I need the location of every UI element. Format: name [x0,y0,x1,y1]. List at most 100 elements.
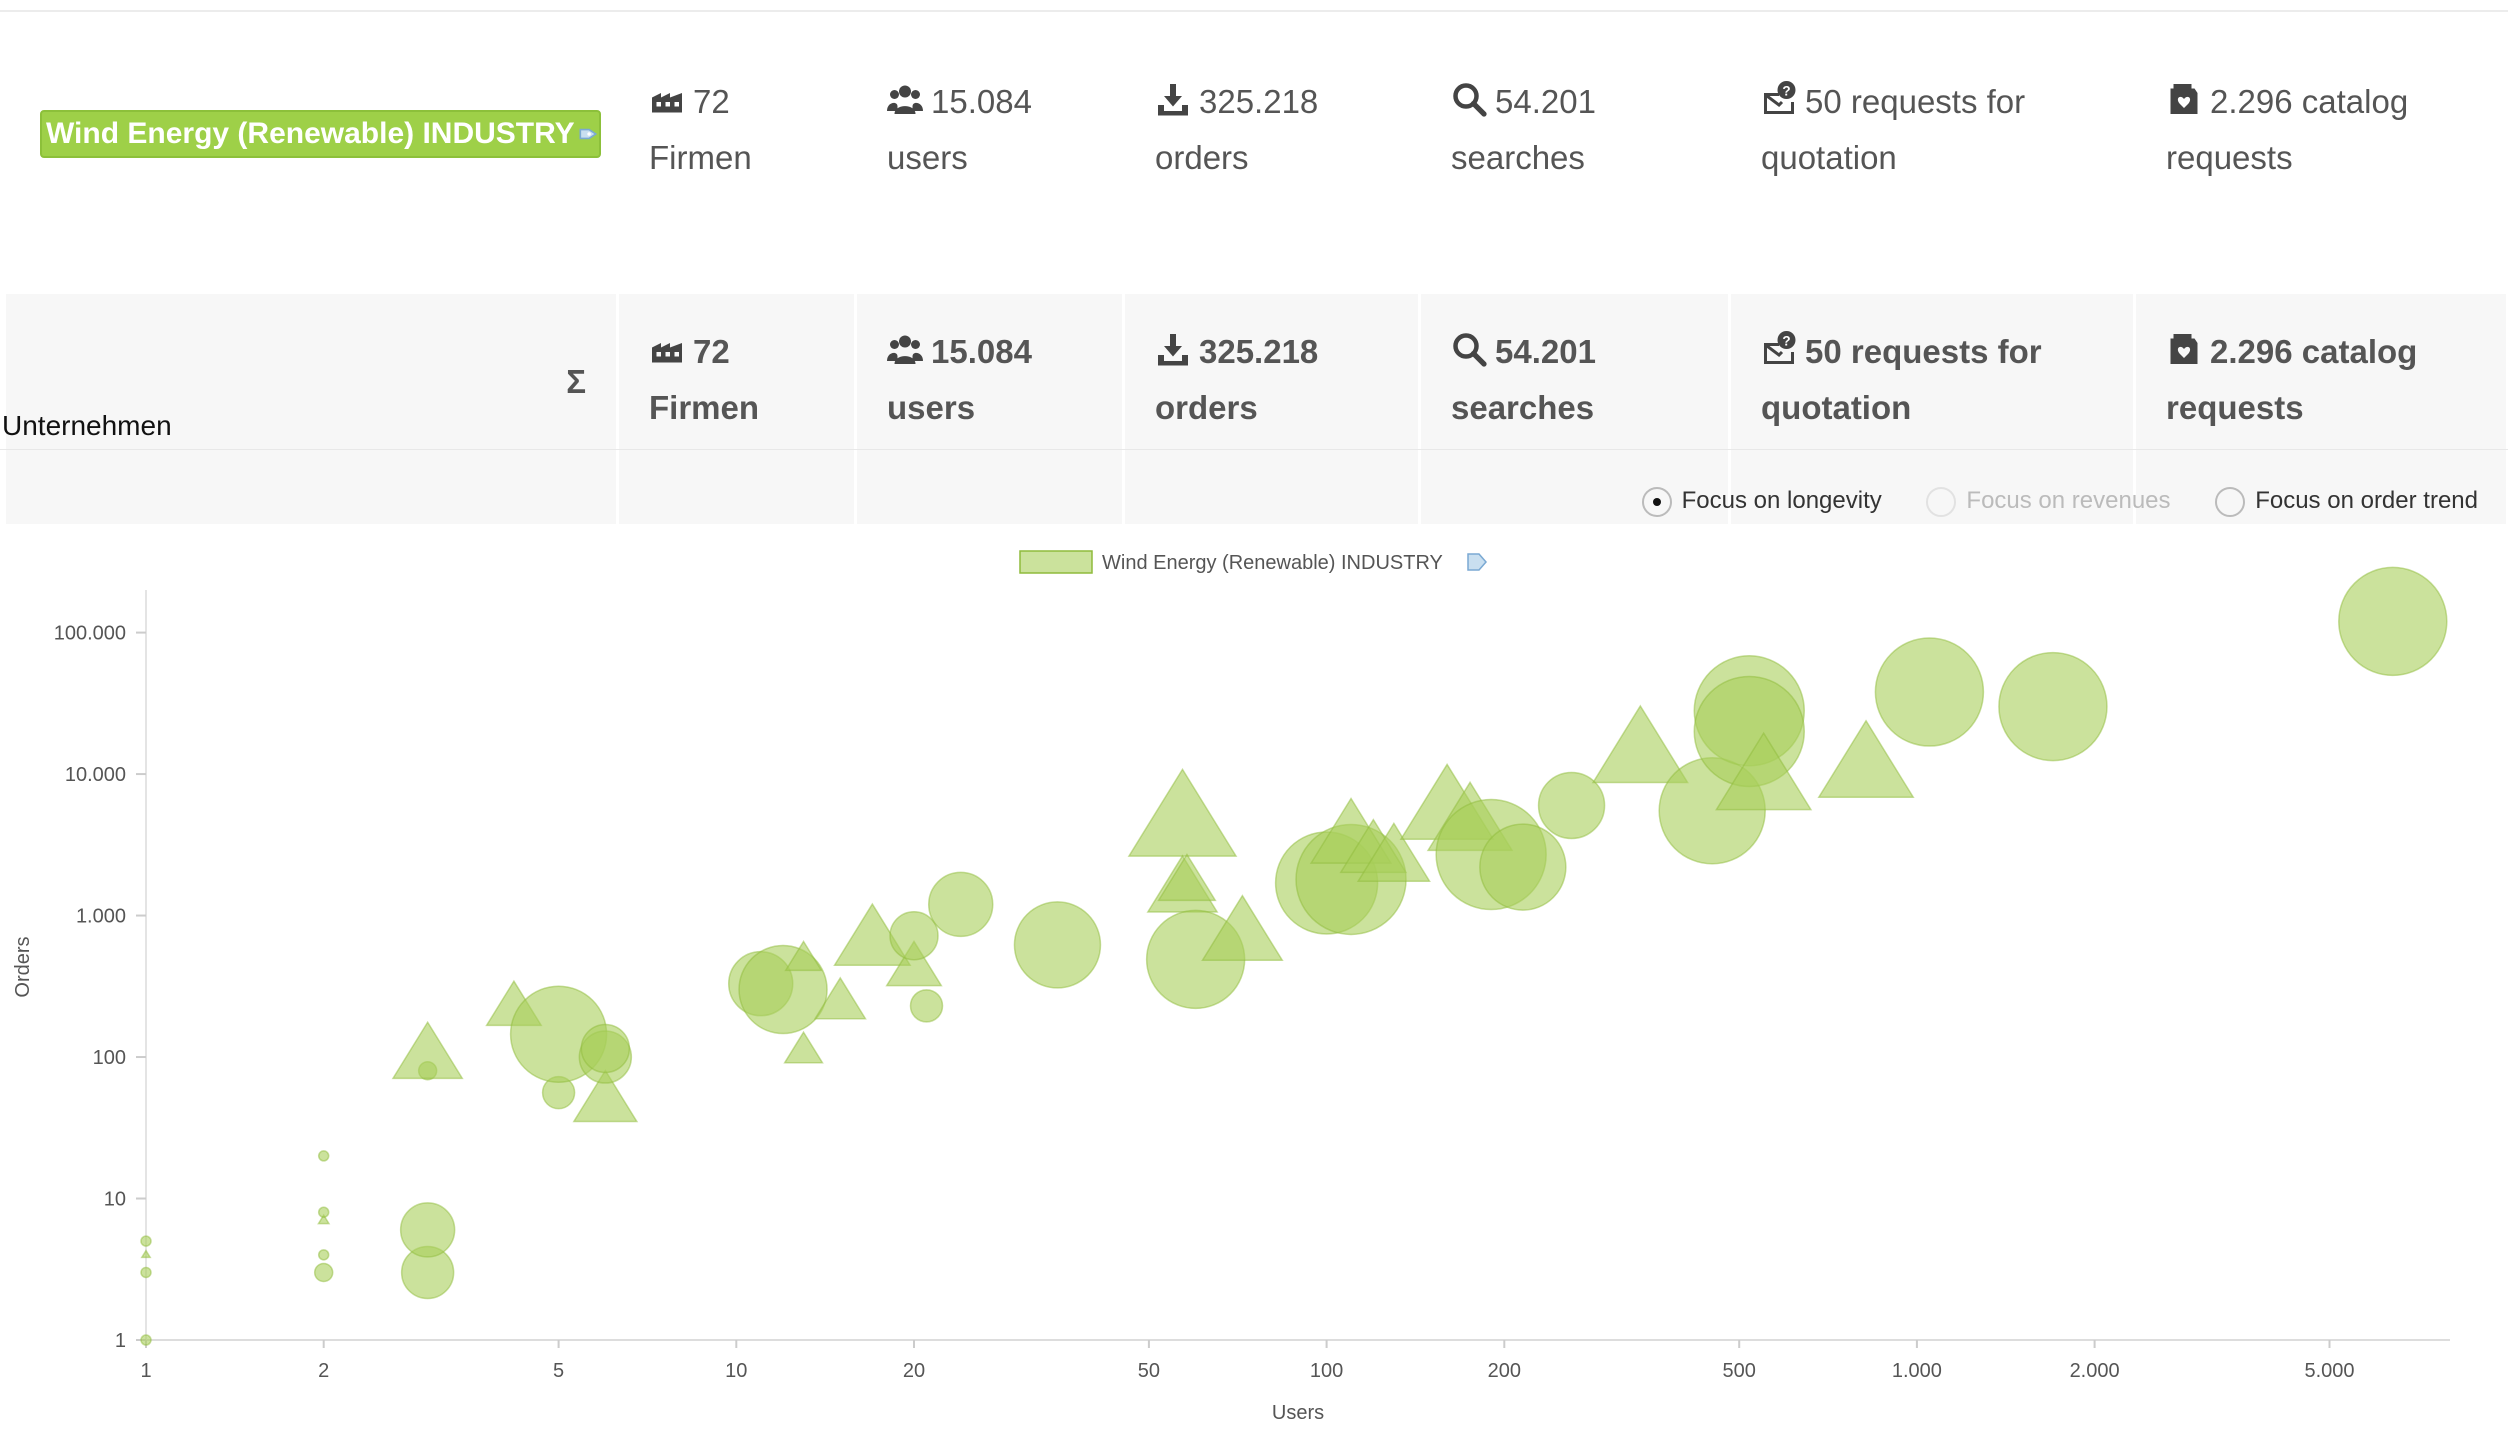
focus-order-trend-radio[interactable]: Focus on order trend [2215,487,2478,517]
total-value: 54.201 [1495,333,1596,370]
total-label: users [887,389,976,426]
total-value: 50 [1805,333,1842,370]
stat-label: users [887,139,968,176]
total-label: orders [1155,389,1258,426]
focus-options: Focus on longevity Focus on revenues Foc… [1604,487,2478,517]
total-value: 72 [693,333,730,370]
data-point-circle [313,1262,334,1283]
total-label: requests for quotation [1761,333,2042,426]
x-tick-label: 5 [553,1360,564,1382]
stat-users: 15.084 users [857,22,1122,294]
users-icon [887,335,923,364]
stat-value: 50 [1805,83,1842,120]
quote-request-icon: ? [1764,331,1796,364]
y-tick-label: 100 [93,1047,126,1069]
chart-legend[interactable]: Wind Energy (Renewable) INDUSTRY [1019,550,1487,574]
x-tick-label: 20 [903,1360,925,1382]
section-divider [0,449,2508,450]
data-point-triangle [1201,894,1284,962]
data-point-triangle [1715,731,1813,811]
y-tick-label: 10.000 [65,764,126,786]
radio-circle-icon [1641,487,1672,517]
data-point-circle [927,871,994,938]
focus-longevity-radio[interactable]: Focus on longevity [1641,487,1882,517]
data-point-circle [317,1150,330,1162]
x-tick-label: 50 [1138,1360,1160,1382]
stat-label: Firmen [649,139,752,176]
download-icon [1158,334,1188,366]
catalog-icon [2170,84,2198,114]
legend-tag-icon [1467,553,1487,571]
data-point-triangle [391,1020,464,1080]
total-label: catalog requests [2166,333,2418,426]
radio-label: Focus on revenues [1966,487,2171,514]
svg-text:?: ? [1782,333,1790,348]
data-point-circle [2338,566,2448,677]
total-orders: 325.218 orders [1125,294,1418,524]
y-tick-label: 1 [115,1330,126,1352]
stat-value: 2.296 [2210,83,2293,120]
data-point-triangle [1157,853,1217,902]
stat-value: 325.218 [1199,83,1319,120]
download-icon [1158,84,1188,116]
data-point-circle [140,1235,152,1247]
focus-revenues-radio[interactable]: Focus on revenues [1926,487,2171,517]
search-icon [1453,333,1487,367]
total-firmen: 72 Firmen [619,294,854,524]
data-point-circle [889,910,939,961]
x-tick-label: 500 [1723,1360,1756,1382]
stat-rfq: ? 50 requests for quotation [1731,22,2133,294]
data-point-triangle [784,940,823,972]
total-value: 2.296 [2210,333,2293,370]
stat-firmen: 72 Firmen [619,22,854,294]
legend-swatch [1019,550,1093,574]
data-point-circle [140,1334,152,1346]
data-point-triangle [140,1249,152,1259]
data-point-circle [399,1202,456,1258]
data-point-triangle [317,1213,331,1225]
sum-symbol: Σ [6,294,616,524]
stat-value: 54.201 [1495,83,1596,120]
top-divider [0,10,2508,12]
orders-vs-users-chart: Wind Energy (Renewable) INDUSTRY 1 2 5 10 20… [12,550,2450,1424]
x-tick-label: 1.000 [1892,1360,1942,1382]
stat-catalog: 2.296 catalog requests [2136,22,2506,294]
x-tick-label: 2 [318,1360,329,1382]
total-value: 325.218 [1199,333,1319,370]
search-icon [1453,83,1487,117]
industry-tag-icon [579,128,597,140]
total-users: 15.084 users [857,294,1122,524]
industry-row: Wind Energy (Renewable) INDUSTRY 72 Firme… [6,22,2506,294]
chart-points [140,566,2448,1346]
quote-request-icon: ? [1764,81,1796,114]
industry-badge[interactable]: Wind Energy (Renewable) INDUSTRY [40,110,601,158]
factory-icon [652,93,682,113]
data-point-triangle [813,976,867,1020]
stat-label: orders [1155,139,1249,176]
x-tick-label: 10 [725,1360,747,1382]
y-tick-label: 1.000 [76,906,126,928]
x-tick-label: 2.000 [2070,1360,2120,1382]
total-label: searches [1451,389,1595,426]
totals-row: Σ 72 Firmen 15.084 users 325.218 orders 54.… [6,294,2506,524]
stat-orders: 325.218 orders [1125,22,1418,294]
x-tick-label: 100 [1310,1360,1343,1382]
data-point-triangle [1356,821,1431,882]
svg-text:?: ? [1782,83,1790,98]
data-point-circle [1537,771,1606,840]
radio-circle-icon [1926,487,1957,517]
x-tick-label: 200 [1488,1360,1521,1382]
data-point-circle [580,1023,631,1074]
stat-value: 72 [693,83,730,120]
y-tick-label: 10 [104,1189,126,1211]
total-rfq: ? 50 requests for quotation [1731,294,2133,524]
section-title: Unternehmen [2,410,172,441]
stat-label: searches [1451,139,1585,176]
data-point-circle [317,1206,330,1218]
data-point-circle [317,1249,330,1261]
stat-searches: 54.201 searches [1421,22,1728,294]
data-point-circle [140,1266,152,1279]
stat-value: 15.084 [931,83,1032,120]
data-point-circle [909,989,944,1023]
data-point-circle [1874,637,1985,747]
